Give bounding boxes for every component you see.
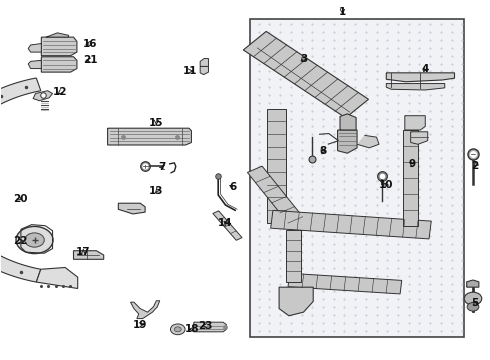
Text: 11: 11 <box>183 66 197 76</box>
PathPatch shape <box>36 267 78 288</box>
Text: 5: 5 <box>471 298 479 308</box>
Circle shape <box>467 302 479 311</box>
Text: 8: 8 <box>319 147 326 157</box>
PathPatch shape <box>194 322 226 332</box>
Text: 6: 6 <box>229 182 237 192</box>
PathPatch shape <box>74 251 104 259</box>
Text: 19: 19 <box>133 320 147 330</box>
Bar <box>250 19 464 337</box>
PathPatch shape <box>0 78 41 282</box>
Text: 7: 7 <box>158 162 166 172</box>
PathPatch shape <box>118 203 145 214</box>
PathPatch shape <box>338 130 357 153</box>
Text: 12: 12 <box>52 87 67 98</box>
PathPatch shape <box>288 273 402 294</box>
Text: 3: 3 <box>300 54 307 64</box>
Circle shape <box>25 233 44 247</box>
PathPatch shape <box>130 301 160 319</box>
Circle shape <box>174 327 181 332</box>
Text: 22: 22 <box>13 236 27 246</box>
Text: 15: 15 <box>149 118 164 128</box>
PathPatch shape <box>403 130 418 226</box>
PathPatch shape <box>41 37 77 56</box>
PathPatch shape <box>270 210 431 239</box>
Text: 2: 2 <box>471 161 479 171</box>
PathPatch shape <box>357 135 379 148</box>
Text: 4: 4 <box>421 64 429 74</box>
PathPatch shape <box>213 211 242 240</box>
PathPatch shape <box>267 109 287 223</box>
Circle shape <box>171 324 185 335</box>
PathPatch shape <box>466 280 479 287</box>
PathPatch shape <box>411 132 428 144</box>
Circle shape <box>464 292 482 305</box>
Text: 1: 1 <box>339 7 346 17</box>
PathPatch shape <box>28 60 41 68</box>
PathPatch shape <box>287 230 301 282</box>
Text: 13: 13 <box>149 186 164 197</box>
Text: 10: 10 <box>379 180 393 190</box>
PathPatch shape <box>247 166 311 233</box>
PathPatch shape <box>41 57 77 72</box>
Circle shape <box>16 226 53 253</box>
Text: 18: 18 <box>185 324 199 334</box>
PathPatch shape <box>386 84 445 90</box>
PathPatch shape <box>340 114 356 130</box>
PathPatch shape <box>28 44 41 52</box>
Text: 17: 17 <box>76 247 91 257</box>
PathPatch shape <box>200 59 208 66</box>
Text: 21: 21 <box>83 55 98 65</box>
Text: 20: 20 <box>13 194 27 203</box>
PathPatch shape <box>33 91 52 101</box>
PathPatch shape <box>279 287 313 316</box>
PathPatch shape <box>46 33 69 37</box>
PathPatch shape <box>386 73 455 82</box>
Text: 23: 23 <box>198 321 212 331</box>
Text: 16: 16 <box>83 39 98 49</box>
Text: 14: 14 <box>218 218 233 228</box>
PathPatch shape <box>200 66 208 75</box>
PathPatch shape <box>405 116 425 130</box>
PathPatch shape <box>108 128 192 145</box>
Text: 9: 9 <box>408 159 415 169</box>
PathPatch shape <box>244 31 368 118</box>
